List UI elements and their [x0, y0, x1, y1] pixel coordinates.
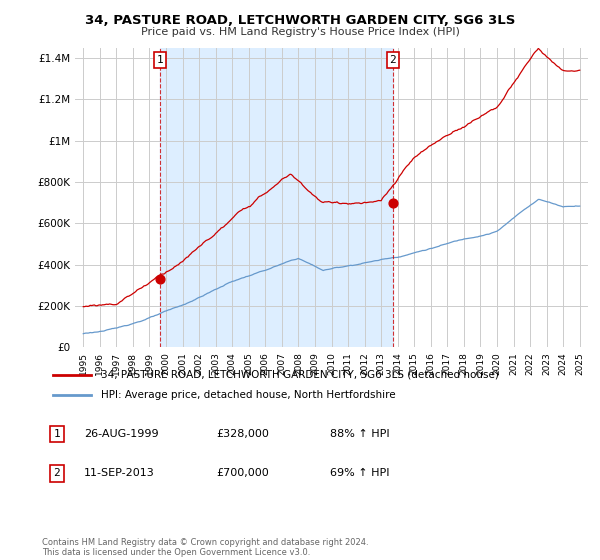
- Text: 88% ↑ HPI: 88% ↑ HPI: [330, 429, 389, 439]
- Point: [155, 275, 165, 284]
- Text: 1: 1: [53, 429, 61, 439]
- Text: 69% ↑ HPI: 69% ↑ HPI: [330, 468, 389, 478]
- Bar: [160, 48, 393, 347]
- Text: Price paid vs. HM Land Registry's House Price Index (HPI): Price paid vs. HM Land Registry's House …: [140, 27, 460, 37]
- Point: [388, 198, 398, 207]
- Text: 34, PASTURE ROAD, LETCHWORTH GARDEN CITY, SG6 3LS: 34, PASTURE ROAD, LETCHWORTH GARDEN CITY…: [85, 14, 515, 27]
- Text: 26-AUG-1999: 26-AUG-1999: [84, 429, 158, 439]
- Text: 11-SEP-2013: 11-SEP-2013: [84, 468, 155, 478]
- Text: 2: 2: [53, 468, 61, 478]
- Text: 34, PASTURE ROAD, LETCHWORTH GARDEN CITY, SG6 3LS (detached house): 34, PASTURE ROAD, LETCHWORTH GARDEN CITY…: [101, 370, 499, 380]
- Text: Contains HM Land Registry data © Crown copyright and database right 2024.
This d: Contains HM Land Registry data © Crown c…: [42, 538, 368, 557]
- Text: £328,000: £328,000: [216, 429, 269, 439]
- Text: 1: 1: [157, 55, 164, 65]
- Text: £700,000: £700,000: [216, 468, 269, 478]
- Text: 2: 2: [389, 55, 396, 65]
- Text: HPI: Average price, detached house, North Hertfordshire: HPI: Average price, detached house, Nort…: [101, 390, 396, 400]
